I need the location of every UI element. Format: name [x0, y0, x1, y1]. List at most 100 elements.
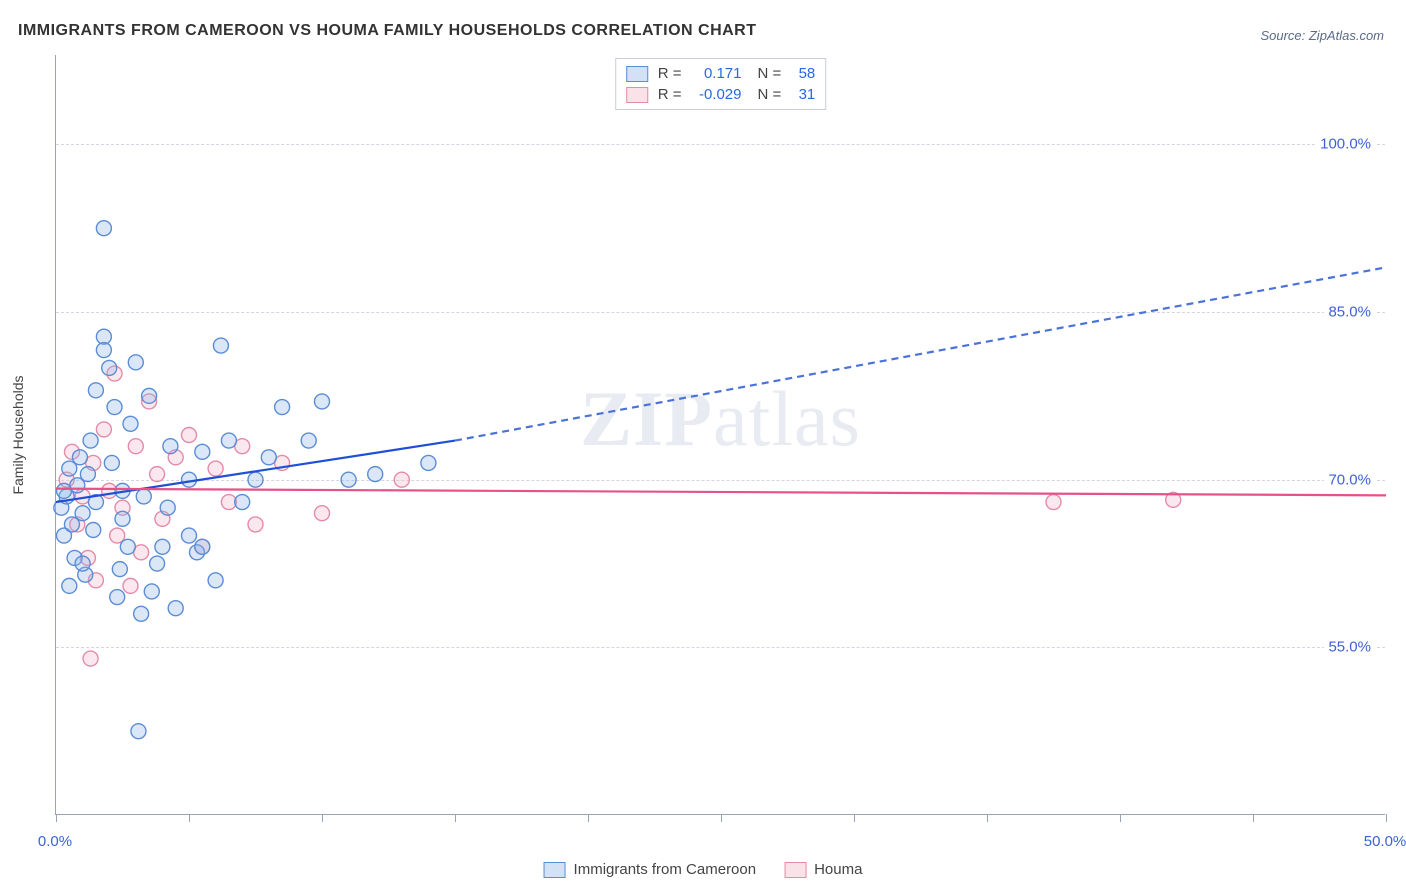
x-tick [987, 814, 988, 822]
scatter-point [248, 472, 263, 487]
trendline-solid [56, 489, 1386, 496]
scatter-point [123, 416, 138, 431]
legend-correlation: R = 0.171 N = 58 R = -0.029 N = 31 [615, 58, 827, 110]
legend-series-item: Immigrants from Cameroon [544, 861, 757, 878]
scatter-point [150, 556, 165, 571]
scatter-point [75, 506, 90, 521]
x-tick [1253, 814, 1254, 822]
scatter-point [221, 433, 236, 448]
scatter-point [96, 221, 111, 236]
scatter-point [368, 467, 383, 482]
scatter-point [150, 467, 165, 482]
legend-series-label: Immigrants from Cameroon [574, 861, 757, 878]
n-label: N = [758, 65, 782, 82]
scatter-point [208, 573, 223, 588]
scatter-point [136, 489, 151, 504]
chart-svg [56, 55, 1385, 814]
x-tick [721, 814, 722, 822]
scatter-point [80, 467, 95, 482]
scatter-point [110, 590, 125, 605]
trendline-dashed [455, 267, 1386, 440]
scatter-point [96, 343, 111, 358]
x-tick [854, 814, 855, 822]
scatter-point [123, 578, 138, 593]
r-label: R = [658, 86, 682, 103]
x-tick [588, 814, 589, 822]
y-axis-title: Family Households [10, 375, 26, 494]
scatter-point [275, 400, 290, 415]
x-tick [56, 814, 57, 822]
scatter-point [86, 523, 101, 538]
legend-series-label: Houma [814, 861, 862, 878]
chart-container: IMMIGRANTS FROM CAMEROON VS HOUMA FAMILY… [0, 0, 1406, 892]
r-value: 0.171 [692, 65, 742, 82]
scatter-point [72, 450, 87, 465]
chart-title: IMMIGRANTS FROM CAMEROON VS HOUMA FAMILY… [18, 22, 757, 40]
trendline-solid [56, 441, 455, 502]
legend-series-item: Houma [784, 861, 862, 878]
scatter-point [421, 455, 436, 470]
scatter-point [112, 562, 127, 577]
scatter-point [120, 539, 135, 554]
scatter-point [248, 517, 263, 532]
scatter-point [96, 422, 111, 437]
scatter-point [394, 472, 409, 487]
n-value: 58 [791, 65, 815, 82]
legend-correlation-row: R = 0.171 N = 58 [626, 63, 816, 84]
x-tick [189, 814, 190, 822]
y-tick-label: 100.0% [1316, 135, 1375, 154]
legend-swatch [784, 862, 806, 878]
scatter-point [88, 383, 103, 398]
source-label: Source: ZipAtlas.com [1260, 28, 1384, 43]
scatter-point [261, 450, 276, 465]
scatter-point [315, 394, 330, 409]
scatter-point [235, 495, 250, 510]
scatter-point [163, 439, 178, 454]
scatter-point [142, 388, 157, 403]
legend-correlation-row: R = -0.029 N = 31 [626, 84, 816, 105]
scatter-point [128, 439, 143, 454]
y-tick-label: 85.0% [1324, 303, 1375, 322]
legend-series: Immigrants from Cameroon Houma [544, 861, 863, 878]
scatter-point [301, 433, 316, 448]
scatter-point [115, 511, 130, 526]
scatter-point [341, 472, 356, 487]
legend-swatch [626, 87, 648, 103]
scatter-point [155, 539, 170, 554]
scatter-point [195, 539, 210, 554]
scatter-point [131, 724, 146, 739]
scatter-point [104, 455, 119, 470]
n-label: N = [758, 86, 782, 103]
scatter-point [195, 444, 210, 459]
scatter-point [83, 651, 98, 666]
x-tick [1386, 814, 1387, 822]
r-label: R = [658, 65, 682, 82]
scatter-point [182, 528, 197, 543]
y-tick-label: 55.0% [1324, 638, 1375, 657]
scatter-point [182, 428, 197, 443]
scatter-point [168, 601, 183, 616]
x-tick-label: 50.0% [1364, 833, 1406, 850]
x-tick-label: 0.0% [38, 833, 72, 850]
y-tick-label: 70.0% [1324, 470, 1375, 489]
scatter-point [160, 500, 175, 515]
scatter-point [83, 433, 98, 448]
legend-swatch [626, 66, 648, 82]
x-tick [1120, 814, 1121, 822]
scatter-point [102, 360, 117, 375]
scatter-point [1046, 495, 1061, 510]
r-value: -0.029 [692, 86, 742, 103]
scatter-point [134, 606, 149, 621]
legend-swatch [544, 862, 566, 878]
n-value: 31 [791, 86, 815, 103]
scatter-point [213, 338, 228, 353]
scatter-point [208, 461, 223, 476]
plot-area: ZIPatlas R =0.171N =58R =-0.029N =31 55.… [55, 55, 1385, 815]
scatter-point [56, 483, 71, 498]
scatter-point [75, 556, 90, 571]
scatter-point [107, 400, 122, 415]
scatter-point [62, 578, 77, 593]
scatter-point [315, 506, 330, 521]
x-tick [455, 814, 456, 822]
x-tick [322, 814, 323, 822]
